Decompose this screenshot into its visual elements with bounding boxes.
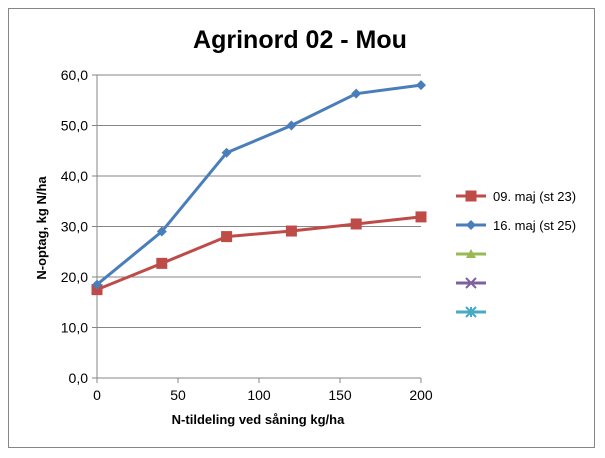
x-tick-label: 50	[170, 387, 186, 403]
legend: 09. maj (st 23) 16. maj (st 25)	[456, 189, 576, 318]
data-point	[286, 120, 297, 131]
series-group	[91, 80, 427, 296]
series-line	[96, 83, 422, 286]
y-tick-label: 60,0	[61, 67, 88, 83]
y-tick-label: 20,0	[61, 269, 88, 285]
data-point	[221, 147, 232, 158]
x-tick-label: 150	[328, 387, 352, 403]
data-point	[351, 88, 362, 99]
data-point	[415, 211, 427, 223]
y-tick-labels: 0,0 10,0 20,0 30,0 40,0 50,0 60,0	[61, 67, 88, 386]
data-point	[350, 218, 362, 230]
y-tick-label: 40,0	[61, 168, 88, 184]
data-point	[285, 225, 297, 237]
x-tick-labels: 0 50 100 150 200	[93, 387, 433, 403]
legend-label: 16. maj (st 25)	[493, 218, 576, 233]
data-point	[92, 279, 102, 290]
y-tick-label: 30,0	[61, 219, 88, 235]
x-tick-label: 200	[409, 387, 433, 403]
x-tick-label: 100	[247, 387, 271, 403]
gridlines	[97, 74, 421, 328]
data-point	[221, 231, 233, 243]
legend-marker	[465, 306, 477, 318]
axes	[92, 74, 422, 383]
x-axis-title: N-tildeling ved såning kg/ha	[172, 412, 345, 427]
data-point	[91, 284, 103, 296]
legend-marker	[465, 277, 477, 289]
legend-marker	[466, 249, 476, 258]
legend-label: 09. maj (st 23)	[493, 189, 576, 204]
y-tick-label: 50,0	[61, 118, 88, 134]
legend-marker	[466, 220, 476, 230]
chart-title: Agrinord 02 - Mou	[193, 26, 407, 54]
y-tick-label: 0,0	[69, 370, 89, 386]
data-point	[156, 257, 168, 269]
data-point	[156, 226, 167, 237]
x-tick-label: 0	[93, 387, 101, 403]
y-tick-label: 10,0	[61, 320, 88, 336]
chart-area	[8, 8, 595, 448]
legend-marker	[465, 190, 477, 202]
data-point	[416, 80, 426, 91]
series-line	[96, 215, 422, 292]
y-axis-title: N-optag, kg N/ha	[34, 176, 49, 280]
